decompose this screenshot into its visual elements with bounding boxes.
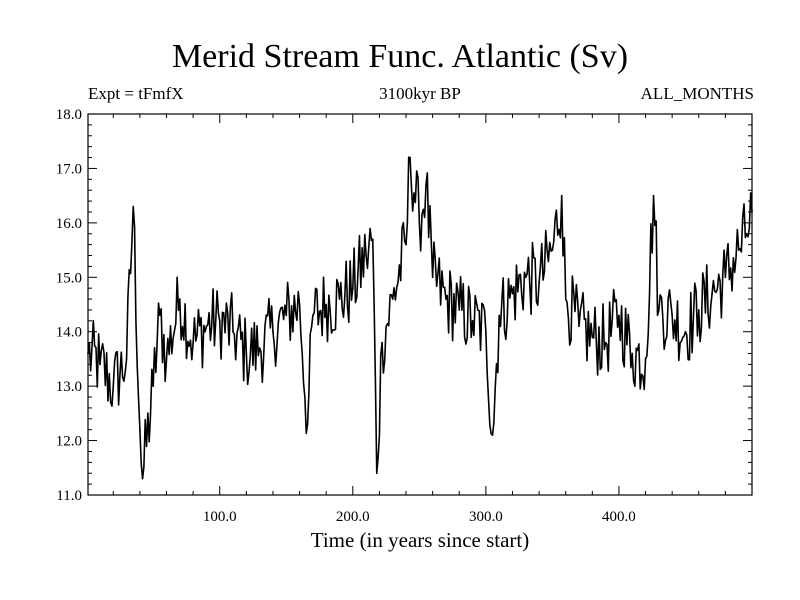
y-tick-label: 15.0 [56, 270, 82, 286]
data-point [511, 292, 514, 295]
data-point [498, 314, 500, 317]
data-point [325, 303, 327, 306]
data-point [192, 341, 194, 344]
data-point [365, 254, 367, 257]
data-point [391, 298, 394, 300]
data-point [165, 358, 168, 360]
data-point [272, 330, 274, 333]
data-point [618, 314, 620, 317]
data-point [697, 309, 700, 311]
data-point [485, 330, 487, 333]
data-point [375, 472, 378, 475]
data-point [737, 249, 740, 251]
data-point [371, 238, 374, 240]
y-tick-label: 14.0 [56, 325, 82, 341]
data-point [232, 330, 234, 333]
data-point [578, 325, 580, 328]
series-line [87, 156, 753, 480]
y-tick-label: 17.0 [56, 161, 82, 177]
y-tick-label: 11.0 [56, 488, 82, 504]
data-point [159, 314, 161, 317]
data-point [285, 314, 288, 317]
data-point [538, 281, 540, 284]
data-point [352, 287, 354, 289]
data-point [205, 325, 208, 328]
data-point [381, 341, 383, 344]
data-point [418, 222, 421, 224]
y-tick-label: 16.0 [56, 216, 82, 232]
months-label: ALL_MONTHS [640, 84, 754, 103]
data-point [139, 428, 141, 431]
data-point [671, 314, 673, 317]
x-tick-label: 200.0 [336, 509, 370, 525]
data-point [591, 336, 594, 338]
data-point [644, 358, 647, 360]
data-point [298, 303, 301, 306]
x-axis-label: Time (in years since start) [310, 528, 530, 552]
y-tick-label: 12.0 [56, 434, 82, 450]
data-point [112, 385, 115, 387]
data-point [524, 276, 527, 279]
data-point [564, 298, 567, 300]
experiment-label: Expt = tFmfX [88, 84, 184, 103]
period-label: 3100kyr BP [379, 84, 461, 103]
data-point [458, 309, 461, 311]
x-tick-label: 300.0 [469, 509, 503, 525]
data-point [745, 232, 748, 235]
data-point [684, 330, 687, 333]
y-tick-label: 18.0 [56, 107, 82, 123]
data-point [218, 320, 221, 322]
data-point [491, 434, 494, 436]
data-point [152, 385, 155, 387]
data-point [425, 183, 427, 186]
data-point [551, 249, 554, 251]
y-tick-label: 13.0 [56, 379, 82, 395]
data-point [87, 352, 89, 355]
data-point [604, 341, 607, 344]
plot-frame [87, 113, 753, 496]
data-point [724, 276, 727, 279]
x-tick-label: 400.0 [602, 509, 636, 525]
data-point [711, 292, 713, 295]
data-point [99, 363, 101, 366]
data-point [405, 243, 407, 246]
data-point [312, 314, 314, 317]
data-point [751, 211, 753, 213]
data-point [132, 205, 135, 208]
data-point [258, 347, 261, 349]
data-point [652, 194, 655, 197]
data-point [409, 156, 411, 159]
data-point [306, 423, 309, 426]
chart-title: Merid Stream Func. Atlantic (Sv) [171, 38, 629, 75]
data-point [560, 194, 563, 197]
x-tick-label: 100.0 [203, 509, 237, 525]
data-point [245, 352, 248, 355]
data-point [179, 298, 181, 300]
data-point [338, 298, 341, 300]
data-point [631, 352, 634, 355]
data-point [141, 477, 144, 480]
data-point [125, 358, 128, 360]
data-point [431, 276, 434, 279]
data-point [471, 320, 474, 322]
data-point [445, 298, 447, 300]
data-point [658, 309, 660, 311]
